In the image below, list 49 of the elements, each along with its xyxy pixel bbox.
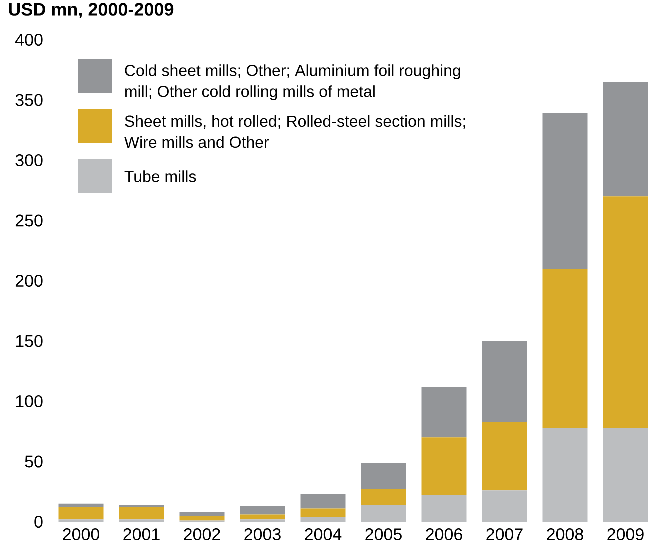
x-tick-label: 2001 [124,528,160,541]
x-tick-label: 2004 [305,528,342,541]
bar [422,438,467,496]
bar [361,505,406,522]
x-tick-label: 2005 [366,528,402,541]
bar [300,494,346,509]
bar [58,504,104,508]
x-tick-label: 2003 [244,528,281,541]
chart-title: USD mn, 2000-2009 [9,3,174,19]
bar [422,495,467,522]
bar [361,489,406,506]
legend-label: Sheet mills, hot rolled; Rolled-steel section mills; Wire mills and Other [124,115,466,148]
bar [58,508,104,520]
bar [119,505,164,508]
bar [603,82,648,197]
bar [300,517,346,522]
y-tick-label: 400 [16,34,43,46]
y-tick-label: 100 [16,395,43,408]
bar [542,268,588,428]
bar [603,428,648,522]
y-tick-label: 200 [16,274,43,288]
y-tick-label: 0 [34,516,43,528]
legend-label: Tube mills [124,170,196,182]
bar [422,387,467,438]
x-tick-label: 2008 [547,528,584,541]
y-tick-label: 250 [16,214,43,227]
y-tick-label: 50 [25,456,43,468]
bar [361,462,406,490]
x-tick-label: 2000 [63,528,100,541]
bar [119,508,164,520]
x-tick-label: 2007 [486,528,523,541]
bar [542,428,588,522]
bar [482,422,528,491]
bar [482,341,528,422]
legend-label: Cold sheet mills; Other; Aluminium foil roughing mill; Other cold rolling mills of metal [125,64,460,100]
bar [603,196,648,428]
y-tick-label: 150 [16,335,43,348]
bar [300,508,346,518]
bar [542,114,588,269]
bar [180,516,225,521]
bar [240,506,286,515]
x-tick-label: 2009 [608,528,644,541]
x-tick-label: 2002 [184,528,220,541]
x-tick-label: 2006 [426,528,462,541]
bar [482,490,528,522]
y-tick-label: 350 [16,94,43,106]
bar [240,514,286,520]
y-tick-label: 300 [16,154,43,167]
bar [180,512,225,516]
